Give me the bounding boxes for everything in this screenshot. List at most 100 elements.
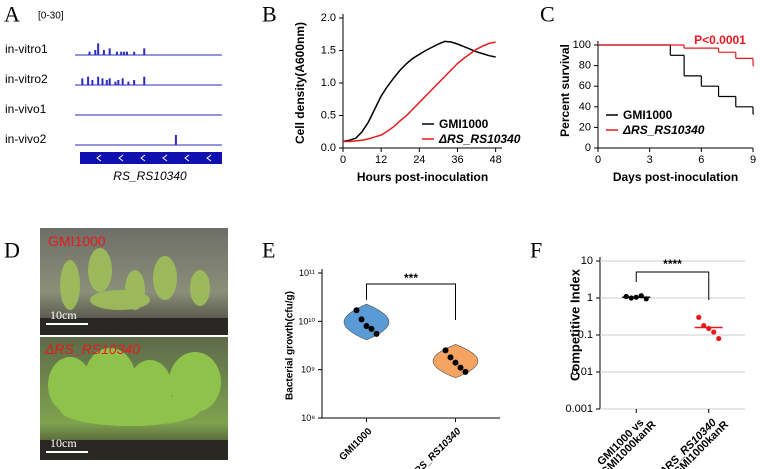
track-label: in-vivo1 (5, 102, 47, 116)
data-point (353, 307, 360, 314)
data-point (628, 295, 634, 301)
data-point (643, 296, 649, 302)
coverage-peak (120, 51, 123, 55)
legend-label: ΔRS_RS10340 (622, 123, 705, 137)
plants (60, 248, 210, 310)
data-point (711, 329, 717, 335)
x-axis-label: Days post-inoculation (613, 170, 738, 184)
y-tick-label: 2.0 (321, 12, 336, 24)
significance: **** (663, 257, 682, 271)
tray (40, 318, 228, 335)
y-tick-label: 0 (585, 142, 591, 154)
coverage-peak (121, 78, 124, 85)
y-tick-label: 80 (579, 60, 591, 72)
coverage-peak (117, 80, 120, 85)
coverage-peak (105, 80, 108, 85)
strand-arrow (206, 154, 212, 162)
range-label: [0-30] (38, 11, 64, 22)
coverage-peak (94, 50, 97, 55)
track-label: in-vivo2 (5, 132, 47, 146)
coverage-peak (125, 51, 128, 55)
y-tick-label: 0.0 (321, 142, 336, 154)
x-tick-label: 36 (451, 154, 463, 166)
data-point (442, 347, 449, 354)
coverage-peak (101, 78, 104, 85)
x-axis-label: Hours post-inoculation (357, 170, 488, 184)
coverage-peak (87, 76, 90, 85)
data-point (462, 368, 469, 375)
coverage-peak (133, 80, 136, 85)
x-tick-label: 0 (340, 154, 346, 166)
x-tick-label: 3 (647, 154, 653, 166)
coverage-peak (97, 76, 100, 85)
data-point (623, 293, 629, 300)
data-point (638, 293, 644, 299)
violin (343, 303, 390, 341)
coverage-peak (115, 51, 118, 55)
y-tick-label: 60 (579, 80, 591, 92)
y-axis-label: Bacterial growth(cfu/g) (285, 291, 296, 400)
coverage-peak (108, 78, 111, 85)
data-point (457, 364, 464, 371)
annotation: P<0.0001 (694, 33, 746, 47)
y-tick-label: 10⁹ (301, 365, 315, 375)
y-tick-label: 0.1 (578, 329, 593, 341)
series-line (342, 40, 496, 143)
y-axis-label: Competitive Index (568, 268, 583, 381)
data-point (368, 325, 375, 332)
strand-arrow (140, 154, 146, 162)
gene-label: RS_RS10340 (113, 169, 187, 183)
strand-arrow (162, 154, 168, 162)
legend-label: GMI1000 (623, 108, 673, 122)
data-point (696, 314, 702, 320)
coverage-peak (114, 81, 117, 85)
data-point (452, 359, 459, 366)
strand-arrow (96, 154, 102, 162)
legend-label: GMI1000 (439, 117, 489, 131)
y-axis-label: Cell density(A600nm) (293, 22, 307, 144)
y-axis-label: Percent survival (558, 44, 572, 137)
data-point (447, 354, 454, 361)
coverage-peak (127, 81, 130, 85)
photo-panel: GMI1000 ΔRS_RS10340 10cm 10cm (40, 228, 228, 460)
series-line (343, 41, 496, 143)
y-tick-label: 10⁸ (301, 413, 315, 423)
gene-body (80, 152, 222, 164)
y-tick-label: 1 (587, 292, 593, 304)
tray (40, 440, 228, 460)
x-tick-label: 48 (490, 154, 502, 166)
y-tick-label: 100 (573, 39, 591, 51)
photo-label: GMI1000 (48, 233, 106, 249)
significance-bracket (366, 283, 456, 320)
x-tick-label: 9 (750, 154, 756, 166)
scale-label: 10cm (50, 308, 77, 322)
track-label: in-vitro1 (5, 42, 48, 56)
significance: *** (404, 271, 418, 285)
plants (48, 348, 221, 426)
y-tick-label: 10¹¹ (299, 268, 315, 278)
data-point (716, 335, 722, 342)
panel-letter: E (262, 238, 275, 263)
y-tick-label: 0.5 (321, 110, 336, 122)
x-tick-label: GMI1000 (338, 426, 375, 463)
y-tick-label: 0.001 (565, 403, 593, 415)
panel-letter: B (262, 2, 277, 27)
data-point (706, 325, 712, 332)
panel-letter: F (530, 238, 542, 263)
strand-arrow (118, 154, 124, 162)
coverage-peak (108, 48, 111, 55)
data-point (358, 316, 365, 323)
y-tick-label: 40 (579, 101, 591, 113)
y-tick-label: 10 (581, 255, 593, 267)
significance-bracket (635, 271, 710, 300)
legend-label: ΔRS_RS10340 (438, 132, 521, 146)
panel-letter: C (540, 2, 555, 27)
coverage-peak (143, 76, 146, 85)
strand-arrow (184, 154, 190, 162)
panel-letter: A (4, 2, 20, 27)
data-point (633, 294, 639, 300)
coverage-peak (174, 135, 177, 145)
scale-label: 10cm (50, 436, 77, 450)
data-point (373, 330, 380, 337)
